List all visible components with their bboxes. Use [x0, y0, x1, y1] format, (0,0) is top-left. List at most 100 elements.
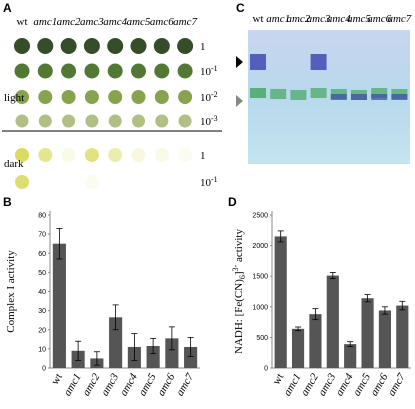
spot: [60, 38, 77, 54]
spot: [154, 90, 169, 104]
spot: [131, 148, 146, 162]
y-tick-label: 0: [264, 366, 268, 373]
y-tick-label: 20: [38, 327, 46, 334]
condition-label: dark: [4, 158, 24, 170]
spot: [177, 63, 193, 79]
lane-label: amc3: [307, 13, 331, 25]
bar: [165, 338, 179, 368]
label-part: 10: [200, 177, 212, 189]
label-part: Complex I activity: [5, 250, 17, 333]
lane-label: amc7: [387, 13, 411, 25]
band: [391, 94, 408, 100]
bar: [344, 344, 357, 368]
x-tick-label: wt: [270, 372, 286, 388]
lane-label: amc4: [327, 13, 351, 25]
spot: [131, 63, 146, 79]
bar: [146, 346, 160, 368]
y-tick-label: 80: [38, 213, 46, 220]
y-tick-label: 40: [38, 289, 46, 296]
band: [310, 54, 327, 70]
bar: [274, 236, 287, 368]
x-tick-label: amc3: [99, 371, 122, 398]
y-tick-label: 1500: [252, 274, 268, 281]
spot: [108, 90, 123, 104]
y-tick-label: 1000: [252, 304, 268, 311]
y-tick-label: 10: [38, 346, 46, 353]
dilution-label: 10-2: [200, 90, 218, 104]
lane-label: amc4: [103, 16, 127, 28]
lane-label: amc1: [266, 13, 290, 25]
x-tick-label: amc2: [80, 371, 103, 398]
band: [330, 94, 347, 100]
panel-a: Awt amc1 amc2 amc3 amc4 amc5 amc6 amc7 light dark: [2, 1, 222, 189]
panel-label: C: [236, 1, 245, 15]
spot: [15, 175, 29, 189]
x-tick-label: amc4: [118, 371, 141, 398]
bar: [52, 243, 66, 368]
spot: [85, 114, 99, 128]
spot: [153, 38, 170, 54]
spot: [38, 90, 53, 104]
label-part: 10: [200, 66, 212, 78]
spot: [84, 63, 100, 79]
lane-label: amc7: [173, 16, 197, 28]
spot: [14, 63, 30, 79]
lane-label: amc2: [57, 16, 81, 28]
spot: [107, 38, 124, 54]
band: [290, 90, 307, 100]
band: [270, 89, 287, 99]
spot: [14, 38, 30, 54]
spot: [177, 38, 194, 54]
spot: [61, 148, 76, 162]
condition-label: light: [4, 92, 24, 104]
panel-label: A: [3, 1, 12, 15]
spot: [131, 90, 146, 104]
label-part: ]: [233, 271, 245, 275]
spot: [108, 148, 123, 162]
y-tick-label: 500: [256, 335, 268, 342]
panel-label: D: [228, 195, 237, 209]
lane-label: wt: [17, 16, 28, 28]
band: [351, 94, 367, 100]
bar: [109, 317, 123, 368]
bar: [291, 328, 305, 368]
band: [371, 88, 388, 98]
spot: [155, 114, 169, 128]
spot: [37, 63, 53, 79]
y-tick-label: 50: [38, 270, 46, 277]
y-axis-label: NADH: [Fe(CN)6]3- activity: [231, 229, 247, 354]
spot: [132, 114, 145, 128]
y-axis-label: Complex I activity: [5, 250, 17, 333]
band: [310, 88, 327, 98]
spot: [178, 148, 193, 162]
band: [250, 54, 266, 70]
y-tick-label: 30: [38, 308, 46, 315]
x-tick-label: wt: [49, 372, 65, 388]
dilution-label: 10-1: [200, 175, 218, 189]
band: [371, 94, 388, 100]
dilution-label: 10-3: [200, 114, 218, 128]
label-part: NADH: [Fe(CN): [233, 279, 245, 354]
label-part: 3-: [231, 264, 240, 271]
x-tick-label: amc7: [386, 371, 409, 398]
y-tick-label: 60: [38, 251, 46, 258]
spot: [178, 90, 193, 104]
label-part: activity: [233, 229, 245, 265]
bar: [361, 298, 374, 368]
x-tick-label: amc1: [61, 372, 83, 399]
y-tick-label: 0: [42, 366, 46, 373]
bar: [309, 314, 322, 368]
lane-label: amc6: [150, 16, 174, 28]
label-part: 1: [200, 150, 206, 162]
dilution-label: 1: [200, 150, 206, 162]
spot: [178, 114, 192, 128]
dilution-label: 10-1: [200, 64, 218, 78]
dilution-label: 1: [200, 41, 206, 53]
spot: [83, 38, 100, 54]
bar: [184, 346, 198, 368]
spot: [15, 114, 29, 128]
spot: [154, 148, 169, 162]
spot: [38, 114, 52, 128]
lane-label: amc6: [367, 13, 391, 25]
